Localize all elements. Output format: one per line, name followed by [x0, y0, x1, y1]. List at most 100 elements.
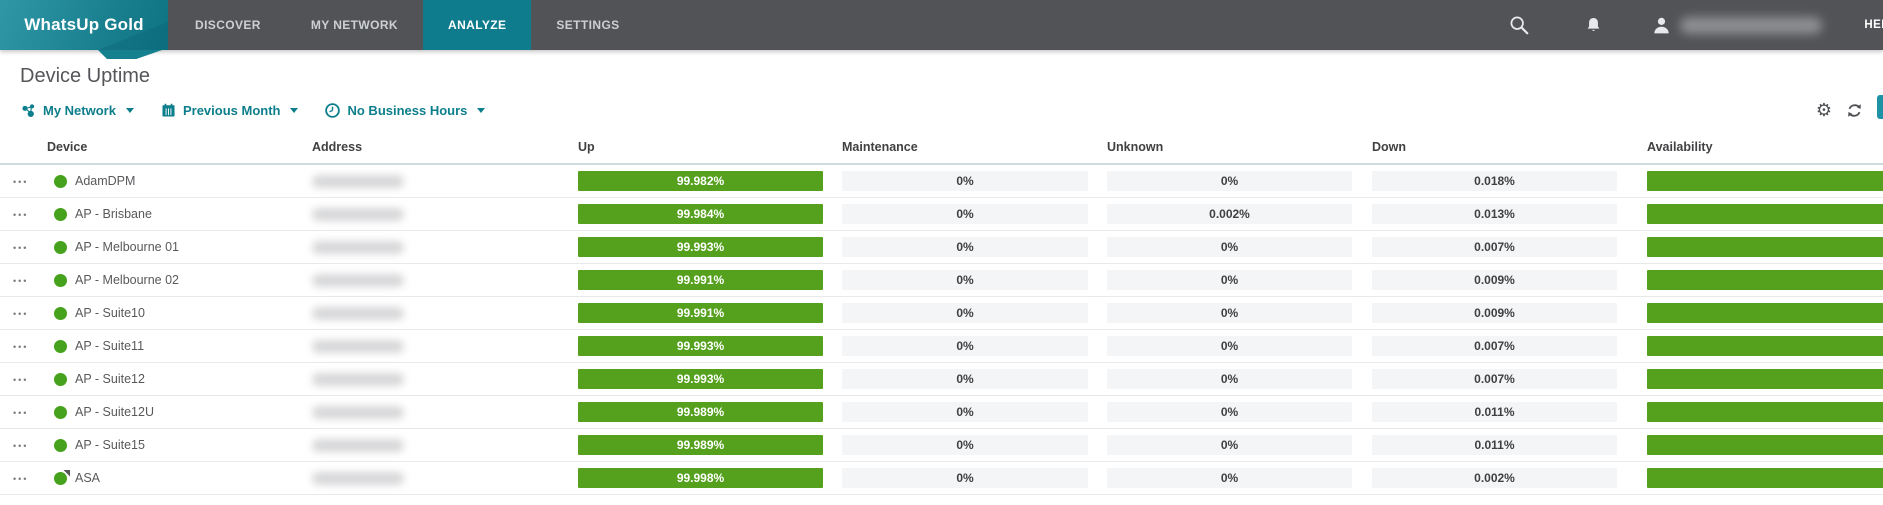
search-icon[interactable] [1507, 13, 1531, 37]
row-cell-down: 0.009% [1372, 270, 1647, 290]
row-cell-address [312, 339, 578, 353]
maintenance-percentage-value: 0% [956, 339, 974, 353]
refresh-icon[interactable] [1846, 102, 1863, 119]
maintenance-percentage-bar: 0% [842, 402, 1088, 422]
row-menu-button[interactable]: ••• [13, 441, 29, 451]
device-name[interactable]: AP - Melbourne 01 [75, 240, 179, 254]
maintenance-percentage-value: 0% [956, 207, 974, 221]
page-title: Device Uptime [20, 65, 151, 87]
maintenance-percentage-value: 0% [956, 471, 974, 485]
column-header-device[interactable]: Device [47, 140, 88, 154]
unknown-percentage-value: 0% [1220, 438, 1239, 452]
column-header-down[interactable]: Down [1372, 140, 1407, 154]
row-menu-button[interactable]: ••• [13, 210, 29, 220]
column-header-unknown[interactable]: Unknown [1107, 140, 1164, 154]
unknown-percentage-bar: 0% [1107, 468, 1352, 488]
row-cell-up: 99.989% [578, 402, 842, 422]
down-percentage-bar: 0.007% [1372, 369, 1617, 389]
network-scope-label: My Network [43, 102, 116, 118]
row-cell-address [312, 207, 578, 221]
unknown-percentage-value: 0% [1220, 405, 1239, 419]
up-percentage-value: 99.989% [676, 405, 725, 419]
row-menu-button[interactable]: ••• [13, 243, 29, 253]
date-range-dropdown[interactable]: Previous Month [160, 102, 299, 119]
row-cell-down: 0.007% [1372, 369, 1647, 389]
row-menu-button[interactable]: ••• [13, 342, 29, 352]
availability-bar [1647, 303, 1883, 323]
row-cell-up: 99.982% [578, 171, 842, 191]
row-cell-device: AP - Suite12 [44, 372, 312, 386]
device-status-icon [54, 240, 67, 254]
row-cell-maintenance: 0% [842, 171, 1107, 191]
table-row: ••• AP - Brisbane 99.984% 0% [0, 198, 1883, 231]
availability-bar [1647, 468, 1883, 488]
side-panel-edge-tab[interactable] [1877, 95, 1883, 119]
row-cell-unknown: 0% [1107, 171, 1372, 191]
date-range-label: Previous Month [182, 102, 281, 118]
row-menu-button[interactable]: ••• [13, 276, 29, 286]
nav-tab-settings[interactable]: SETTINGS [556, 18, 620, 32]
unknown-percentage-value: 0% [1220, 471, 1239, 485]
row-cell-unknown: 0% [1107, 435, 1372, 455]
row-cell-down: 0.009% [1372, 303, 1647, 323]
column-header-up[interactable]: Up [578, 140, 595, 154]
column-header-address[interactable]: Address [312, 140, 363, 154]
nav-tab-discover[interactable]: DISCOVER [195, 18, 261, 32]
username-redacted[interactable] [1680, 16, 1823, 34]
help-link[interactable]: HELP [1864, 19, 1883, 31]
row-menu-button[interactable]: ••• [13, 474, 29, 484]
device-uptime-table: Device Address Up Maintenance Unknown Do… [0, 127, 1883, 495]
row-cell-device: AP - Suite10 [44, 306, 312, 320]
row-cell-menu: ••• [0, 337, 44, 355]
row-cell-address [312, 405, 578, 419]
whatsup-gold-logo[interactable]: WhatsUp Gold [0, 0, 168, 50]
report-actions: ⚙ [1816, 101, 1863, 119]
notifications-bell-icon[interactable] [1581, 13, 1605, 37]
row-cell-address [312, 240, 578, 254]
unknown-percentage-bar: 0% [1107, 237, 1352, 257]
down-percentage-bar: 0.007% [1372, 336, 1617, 356]
row-menu-button[interactable]: ••• [13, 375, 29, 385]
up-percentage-value: 99.993% [676, 372, 725, 386]
up-percentage-bar: 99.989% [578, 402, 823, 422]
row-menu-button[interactable]: ••• [13, 408, 29, 418]
row-cell-device: AP - Melbourne 01 [44, 240, 312, 254]
device-name[interactable]: AP - Suite10 [75, 306, 145, 320]
table-row: ••• ASA 99.998% 0% [0, 462, 1883, 495]
device-name[interactable]: AP - Suite15 [75, 438, 145, 452]
up-percentage-value: 99.982% [676, 174, 725, 188]
user-avatar-icon[interactable] [1649, 13, 1673, 37]
business-hours-dropdown[interactable]: No Business Hours [324, 102, 486, 119]
device-name[interactable]: ASA [75, 471, 101, 485]
nav-tab-analyze[interactable]: ANALYZE [423, 0, 532, 50]
row-cell-down: 0.011% [1372, 402, 1647, 422]
column-header-maintenance[interactable]: Maintenance [842, 140, 918, 154]
device-name[interactable]: AP - Melbourne 02 [75, 273, 179, 287]
table-row: ••• AP - Suite15 99.989% 0% [0, 429, 1883, 462]
row-cell-device: ASA [44, 471, 312, 485]
maintenance-percentage-bar: 0% [842, 303, 1088, 323]
device-status-icon [54, 372, 67, 386]
nav-tab-my-network[interactable]: MY NETWORK [310, 18, 398, 32]
device-name[interactable]: AP - Brisbane [75, 207, 152, 221]
row-cell-menu: ••• [0, 205, 44, 223]
device-name[interactable]: AdamDPM [75, 174, 136, 188]
up-percentage-value: 99.993% [676, 339, 725, 353]
row-cell-availability [1647, 303, 1883, 323]
row-menu-button[interactable]: ••• [13, 309, 29, 319]
maintenance-percentage-bar: 0% [842, 171, 1088, 191]
column-header-availability[interactable]: Availability [1647, 140, 1713, 154]
unknown-percentage-bar: 0% [1107, 270, 1352, 290]
device-name[interactable]: AP - Suite12 [75, 372, 145, 386]
gear-icon[interactable]: ⚙ [1815, 100, 1832, 120]
unknown-percentage-bar: 0% [1107, 171, 1352, 191]
device-address-redacted [312, 306, 404, 320]
filter-bar: My Network Previous Month No Business Ho… [0, 93, 1883, 127]
row-cell-device: AP - Melbourne 02 [44, 273, 312, 287]
up-percentage-value: 99.989% [676, 438, 725, 452]
row-cell-maintenance: 0% [842, 402, 1107, 422]
device-name[interactable]: AP - Suite11 [75, 339, 145, 353]
row-menu-button[interactable]: ••• [13, 177, 29, 187]
network-scope-dropdown[interactable]: My Network [20, 102, 134, 119]
device-name[interactable]: AP - Suite12U [75, 405, 154, 419]
